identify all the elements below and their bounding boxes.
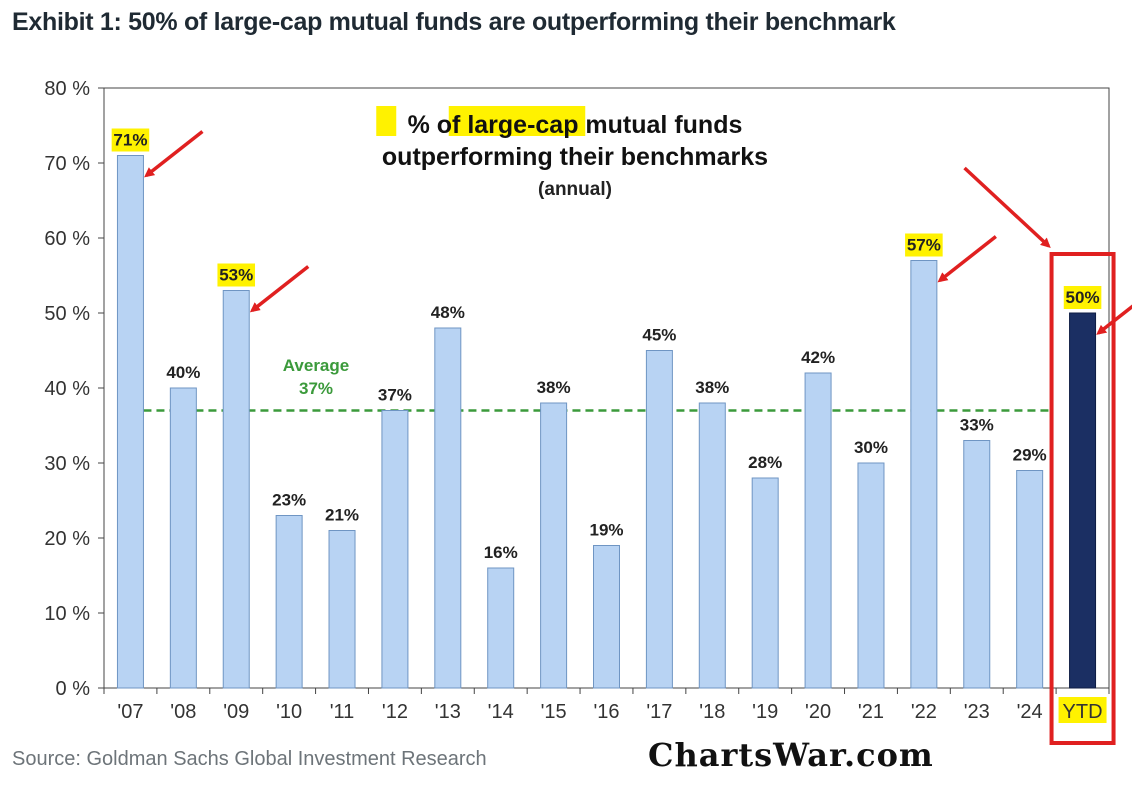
bar <box>1069 312 1097 689</box>
x-tick-label: YTD <box>1063 701 1103 723</box>
x-tick-label: '20 <box>805 701 831 723</box>
data-label: 57% <box>907 236 941 255</box>
bar <box>910 260 938 689</box>
data-label: 50% <box>1066 288 1100 307</box>
data-label: 29% <box>1013 446 1047 465</box>
bars <box>116 155 1097 689</box>
bar <box>804 372 832 689</box>
data-label: 40% <box>166 363 200 382</box>
data-label: 48% <box>431 303 465 322</box>
x-tick-label: '09 <box>223 701 249 723</box>
x-tick-label: '14 <box>488 701 514 723</box>
data-label: 16% <box>484 543 518 562</box>
annotation-arrow <box>249 265 310 313</box>
x-tick-label: '17 <box>646 701 672 723</box>
data-label: 23% <box>272 491 306 510</box>
bar <box>487 567 515 689</box>
annotation-arrow <box>963 166 1051 249</box>
inner-title-line: outperforming their benchmarks <box>382 143 768 171</box>
data-label: 71% <box>113 131 147 150</box>
x-tick-label: '13 <box>435 701 461 723</box>
exhibit-title: Exhibit 1: 50% of large-cap mutual funds… <box>12 8 896 36</box>
y-tick-label: 40 % <box>44 378 90 400</box>
data-label: 21% <box>325 506 359 525</box>
x-tick-label: '23 <box>964 701 990 723</box>
annotation-arrows <box>144 130 1132 745</box>
x-tick-label: '19 <box>752 701 778 723</box>
bar <box>698 402 726 689</box>
x-tick-label: '21 <box>858 701 884 723</box>
x-tick-label: '07 <box>117 701 143 723</box>
source-note: Source: Goldman Sachs Global Investment … <box>12 748 487 770</box>
data-label-highlight <box>1063 286 1102 309</box>
data-label: 33% <box>960 416 994 435</box>
data-label: 37% <box>378 386 412 405</box>
data-label-highlight <box>905 233 943 257</box>
annotation-arrow <box>1096 304 1132 335</box>
bar <box>434 327 462 689</box>
x-tick-label: '22 <box>911 701 937 723</box>
average-label: Average <box>283 356 349 375</box>
watermark: ChartsWar.com <box>648 736 934 774</box>
bar <box>275 515 303 689</box>
y-axis: 0 % 10 % 20 % 30 % 40 % 50 % 60 % 70 % 80 % <box>44 78 104 700</box>
average-line-group: Average 37% <box>130 356 1052 412</box>
x-tick-label: '18 <box>699 701 725 723</box>
average-value-label: 37% <box>299 379 333 398</box>
x-tick-label: '24 <box>1017 701 1043 723</box>
inner-title-line: % of large-cap mutual funds <box>408 111 743 139</box>
data-labels: 71% 40% 53% 23% 21% 37% 48% 16% 38% 19% 45% 38% 28% 4… <box>111 128 1102 562</box>
y-tick-label: 80 % <box>44 78 90 100</box>
data-label: 38% <box>695 378 729 397</box>
annotation-arrow <box>937 235 997 283</box>
bar <box>222 290 250 689</box>
inner-subtitle: (annual) <box>538 179 612 200</box>
x-label-highlight <box>1058 697 1107 723</box>
data-label-highlight <box>111 128 150 152</box>
x-tick-label: '12 <box>382 701 408 723</box>
bar <box>169 387 197 689</box>
bar <box>751 477 779 689</box>
data-label: 53% <box>219 266 253 285</box>
x-tick-label: '16 <box>593 701 619 723</box>
x-tick-label: '10 <box>276 701 302 723</box>
data-label: 30% <box>854 438 888 457</box>
y-tick-label: 20 % <box>44 528 90 550</box>
bar <box>593 545 620 689</box>
bar <box>116 155 144 689</box>
annotation-arrow <box>144 130 204 178</box>
bar <box>963 440 991 689</box>
bar <box>328 530 356 689</box>
bar <box>645 350 673 689</box>
y-tick-label: 60 % <box>44 228 90 250</box>
x-tick-label: '08 <box>170 701 196 723</box>
ytd-highlight-box <box>1049 252 1116 745</box>
chart-inner-title: % of large-cap mutual funds outperforming… <box>376 106 768 200</box>
y-tick-label: 50 % <box>44 303 90 325</box>
bar <box>857 462 885 689</box>
y-tick-label: 10 % <box>44 603 90 625</box>
data-label: 38% <box>537 378 571 397</box>
title-highlight <box>448 106 586 136</box>
y-tick-label: 30 % <box>44 453 90 475</box>
title-highlight <box>376 106 397 136</box>
data-label-highlight <box>217 263 256 287</box>
x-axis: '07 '08 '09 '10 '11 '12 '13 '14 '15 '16 '17 '18 '19 '… <box>103 688 1110 723</box>
bar <box>381 410 409 689</box>
y-tick-label: 70 % <box>44 153 90 175</box>
x-tick-label: '15 <box>541 701 567 723</box>
data-label: 45% <box>642 326 676 345</box>
bar <box>1016 470 1044 689</box>
data-label: 42% <box>801 348 835 367</box>
data-label: 28% <box>748 453 782 472</box>
x-tick-label: '11 <box>330 701 355 723</box>
data-label: 19% <box>589 521 623 540</box>
y-tick-label: 0 % <box>56 678 91 700</box>
bar <box>540 402 568 689</box>
